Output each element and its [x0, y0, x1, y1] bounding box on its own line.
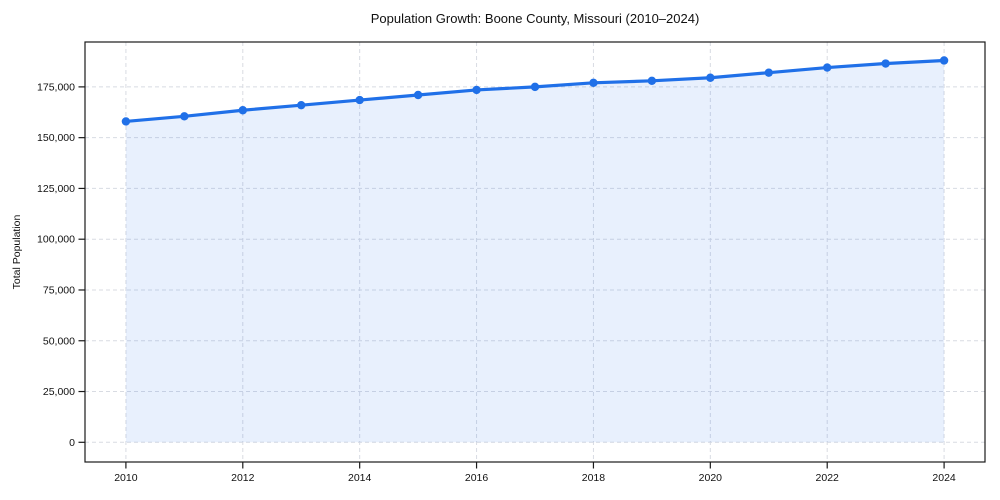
data-point — [589, 78, 598, 88]
y-tick-label: 100,000 — [37, 234, 75, 246]
data-point — [413, 90, 423, 100]
x-tick-label: 2022 — [816, 472, 840, 484]
y-tick-label: 125,000 — [37, 183, 75, 195]
data-point — [706, 73, 715, 82]
data-point — [530, 82, 540, 92]
x-tick-label: 2012 — [231, 472, 255, 484]
data-point — [297, 100, 306, 110]
data-point — [472, 85, 481, 95]
y-tick-label: 0 — [69, 437, 75, 449]
data-point — [121, 117, 131, 126]
x-tick-label: 2020 — [699, 472, 723, 484]
data-point — [764, 68, 773, 77]
data-point — [939, 56, 949, 65]
y-tick-label: 25,000 — [43, 386, 75, 398]
x-tick-label: 2018 — [582, 472, 606, 484]
area-fill — [125, 60, 945, 443]
x-tick-label: 2016 — [465, 472, 489, 484]
plot-border — [84, 41, 986, 463]
x-tick-label: 2014 — [348, 472, 372, 484]
x-tick-label: 2010 — [114, 472, 138, 484]
data-point — [647, 76, 657, 85]
data-point — [238, 106, 247, 115]
y-tick-label: 50,000 — [43, 335, 75, 347]
chart-title: Population Growth: Boone County, Missour… — [370, 11, 700, 26]
y-tick-label: 150,000 — [37, 132, 75, 144]
data-point — [881, 59, 890, 68]
y-tick-label: 75,000 — [43, 284, 75, 296]
data-point — [823, 63, 832, 72]
x-tick-label: 2024 — [932, 472, 956, 484]
y-tick-label: 175,000 — [37, 81, 75, 93]
data-point — [180, 112, 189, 121]
data-point — [355, 95, 364, 105]
